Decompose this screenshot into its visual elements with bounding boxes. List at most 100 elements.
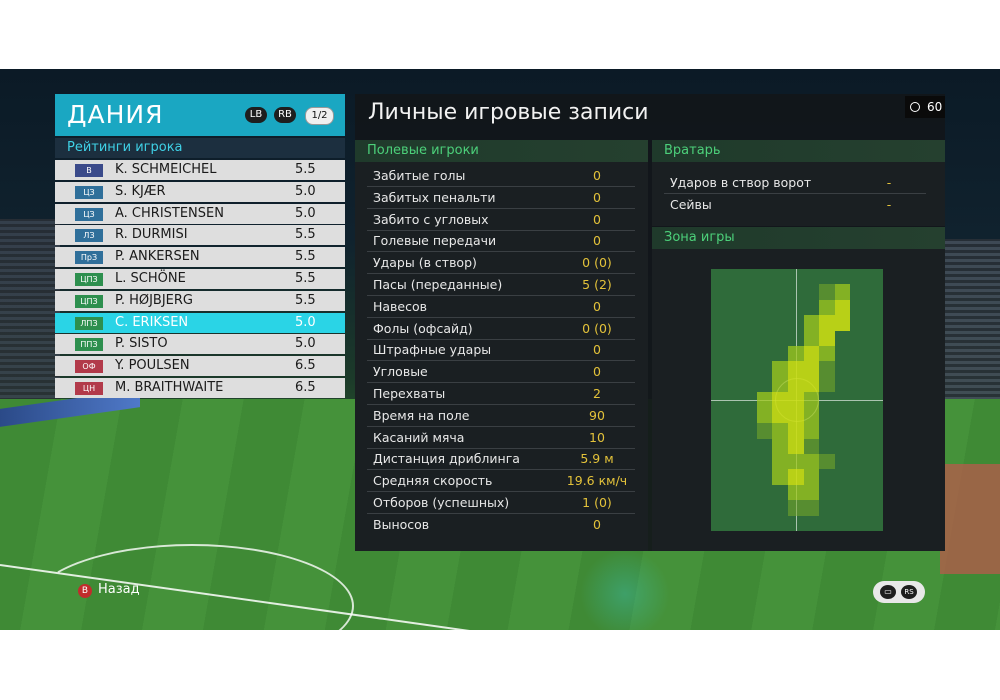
stat-label: Забитых пенальти [373,189,496,205]
stat-label: Средняя скорость [373,473,493,489]
chat-icon: ▭ [880,585,896,599]
stat-row: Дистанция дриблинга 5.9 м [367,448,635,471]
stat-row: Голевые передачи 0 [367,230,635,253]
gk-stat-row: Ударов в створ ворот - [664,172,926,194]
player-row-selected[interactable]: ЛПЗ C. ERIKSEN 5.0 [55,312,345,333]
chat-rs-button[interactable]: ▭ RS [873,581,925,603]
stat-row: Забитые голы 0 [367,165,635,187]
heatmap-cell [803,407,820,424]
heatmap-cell [787,453,804,470]
position-badge: ПрЗ [75,251,103,265]
player-row[interactable]: ЦЗ S. KJÆR 5.0 [55,181,345,202]
player-row[interactable]: ЦПЗ P. HØJBJERG 5.5 [55,290,345,311]
heatmap-cell [787,500,804,516]
stat-value: 0 [593,516,601,532]
player-row[interactable]: ОФ Y. POULSEN 6.5 [55,356,345,377]
heatmap-cell [772,423,788,439]
player-row[interactable]: ЦН M. BRAITHWAITE 6.5 [55,377,345,398]
match-timer: 60 [905,96,945,118]
stat-value: 0 [593,168,601,183]
stat-value: 0 (0) [582,320,612,336]
heatmap-cell [803,346,820,362]
running-track [940,464,1000,574]
stat-row: Забито с угловых 0 [367,209,635,231]
stat-row: Угловые 0 [367,361,635,384]
stat-label: Отборов (успешных) [373,495,510,510]
player-name: R. DURMISI [115,227,188,243]
gk-stat-row: Сейвы - [664,194,926,215]
stat-label: Навесов [373,298,428,314]
stat-label: Фолы (офсайд) [373,320,473,336]
stat-label: Пасы (переданные) [373,277,503,292]
stat-value: 10 [589,429,605,445]
stat-label: Время на поле [373,407,470,423]
field-stats-table: Забитые голы 0 Забитых пенальти 0 Забито с у… [355,162,648,551]
stat-row: Отборов (успешных) 1 (0) [367,492,635,514]
player-row[interactable]: ЛЗ R. DURMISI 5.5 [55,225,345,246]
heatmap-cell [772,376,788,393]
stat-label: Касаний мяча [373,429,465,445]
stat-value: 19.6 км/ч [566,473,628,489]
heatmap-cell [803,376,820,393]
team-name: ДАНИЯ [67,100,164,129]
stat-value: - [886,175,892,190]
heatmap-cell [756,423,773,439]
heatmap-cell [772,438,788,454]
stat-value: 5 (2) [582,277,612,292]
stat-row: Время на поле 90 [367,405,635,427]
player-name: C. ERIKSEN [115,314,189,330]
heatmap-cell [834,299,851,316]
stat-row: Перехваты 2 [367,383,635,405]
heatmap-cell [803,453,820,470]
player-row[interactable]: ПрЗ P. ANKERSEN 5.5 [55,247,345,268]
heatmap-cell [803,315,820,331]
stat-label: Голевые передачи [373,233,497,249]
light-glow [580,549,670,630]
stat-label: Выносов [373,516,430,532]
stat-value: - [886,197,892,212]
player-name: A. CHRISTENSEN [115,205,224,221]
heatmap-cell [819,315,835,331]
player-rating: 5.0 [295,336,316,352]
stat-row: Касаний мяча 10 [367,427,635,449]
heatmap-cell [772,407,788,424]
b-button-icon: B [78,584,92,598]
player-rating: 6.5 [295,358,316,374]
player-rating: 5.5 [295,249,316,265]
play-zone-header: Зона игры [652,227,945,249]
timer-value: 60 [927,100,943,114]
stat-value: 1 (0) [582,495,612,510]
stat-row: Средняя скорость 19.6 км/ч [367,470,635,493]
player-row[interactable]: В K. SCHMEICHEL 5.5 [55,160,345,180]
heatmap-cell [772,392,788,408]
heatmap-cell [834,315,851,331]
stat-label: Угловые [373,364,428,380]
player-rating: 5.0 [295,314,316,330]
rb-button[interactable]: RB [274,107,296,123]
player-name: S. KJÆR [115,183,166,199]
heatmap-cell [787,438,804,454]
back-label: Назад [98,582,140,597]
player-row[interactable]: ППЗ P. SISTO 5.0 [55,334,345,355]
heatmap-cell [803,469,820,485]
player-row[interactable]: ЦПЗ L. SCHÖNE 5.5 [55,268,345,289]
stat-value: 0 [593,364,601,380]
lb-button[interactable]: LB [245,107,267,123]
game-screen: ДАНИЯ LB RB 1/2 Рейтинги игрока В K. SCH… [0,69,1000,630]
player-row[interactable]: ЦЗ A. CHRISTENSEN 5.0 [55,203,345,224]
heatmap-cell [819,453,835,470]
position-badge: ЦН [75,381,103,395]
play-zone-box [652,249,945,551]
player-rating: 5.5 [295,292,316,308]
stat-row: Навесов 0 [367,296,635,318]
player-name: L. SCHÖNE [115,270,186,286]
position-badge: ППЗ [75,338,103,352]
player-rating: 5.5 [295,162,316,177]
player-name: K. SCHMEICHEL [115,162,217,177]
heatmap-cell [803,330,820,347]
rs-icon: RS [901,585,917,599]
position-badge: ЦПЗ [75,272,103,286]
stat-row: Удары (в створ) 0 (0) [367,252,635,275]
player-rating: 6.5 [295,379,316,395]
stat-value: 0 [593,233,601,249]
